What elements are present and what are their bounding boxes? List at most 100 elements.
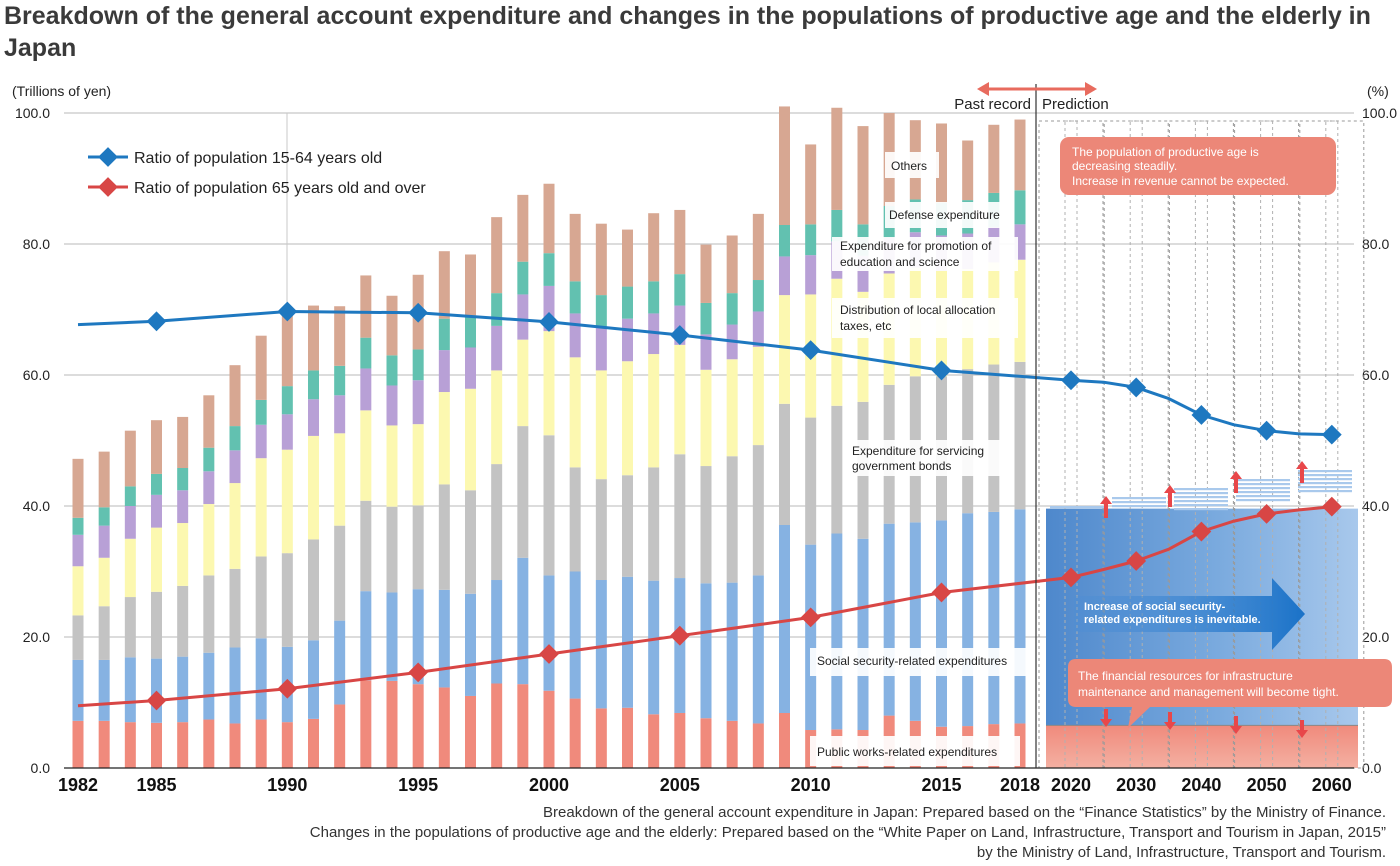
- down-arrow-icon: [1230, 726, 1242, 734]
- bar-education: [151, 494, 162, 528]
- elderly-marker: [800, 607, 821, 628]
- callout-bottom: The financial resources for infrastructu…: [1068, 659, 1392, 728]
- bar-social_security: [700, 583, 712, 719]
- bar-local_allocation: [124, 538, 136, 598]
- legend-elderly-marker: [98, 177, 118, 197]
- prediction-stripe: [1298, 478, 1352, 481]
- bar-social_security: [360, 591, 372, 681]
- bar-local_allocation: [491, 370, 503, 465]
- y-tick-right: 100.0: [1362, 105, 1397, 121]
- prediction-stripe: [1298, 490, 1352, 493]
- prediction-stripe: [1112, 501, 1166, 504]
- x-tick-label: 2018: [1000, 775, 1040, 795]
- bar-bonds: [622, 475, 633, 577]
- bar-local_allocation: [72, 566, 84, 616]
- bar-social_security: [491, 580, 503, 684]
- category-labels: Others Defense expenditure Expenditure for…: [810, 152, 1032, 766]
- bar-defense: [360, 337, 372, 369]
- bar-social_security: [752, 575, 764, 724]
- bar-social_security: [177, 656, 189, 723]
- bar-others: [177, 416, 189, 469]
- bar-others: [281, 312, 293, 387]
- elderly-marker: [1321, 496, 1342, 517]
- bar-public_works: [308, 718, 319, 769]
- bar-defense: [491, 293, 503, 326]
- bar-social_security: [779, 525, 790, 713]
- prediction-stripe: [1174, 500, 1228, 503]
- bar-social_security: [465, 593, 476, 696]
- bar-bonds: [465, 490, 476, 594]
- period-arrow: [977, 82, 1097, 96]
- bar-local_allocation: [543, 331, 555, 436]
- category-label-local_allocation: Distribution of local allocation: [840, 303, 995, 317]
- bar-bonds: [1014, 361, 1026, 510]
- source-note-1: Breakdown of the general account expendi…: [543, 804, 1386, 821]
- bar-public_works: [517, 684, 529, 768]
- prediction-stripe: [1112, 497, 1166, 500]
- bar-education: [229, 450, 241, 484]
- bar-bonds: [255, 556, 267, 639]
- bar-public_works: [229, 723, 241, 768]
- bar-bonds: [988, 364, 1000, 512]
- x-tick-label-prediction: 2020: [1051, 775, 1091, 795]
- callout-top-line1: The population of productive age is: [1072, 145, 1259, 159]
- category-label-social_security: Social security-related expenditures: [817, 654, 1007, 668]
- bar-social_security: [726, 582, 738, 721]
- y-tick-right: 40.0: [1362, 498, 1389, 514]
- prediction-stripe: [1298, 470, 1352, 473]
- bar-others: [622, 229, 633, 287]
- callout-bottom-line2: maintenance and management will become t…: [1078, 685, 1339, 699]
- prediction-year-column: [1325, 120, 1339, 769]
- callout-middle-line1: Increase of social security-: [1084, 601, 1226, 613]
- bar-others: [988, 124, 1000, 193]
- category-label-defense: Defense expenditure: [889, 208, 1000, 222]
- bar-education: [255, 424, 267, 459]
- category-label-bonds: government bonds: [852, 459, 951, 473]
- y-tick-left: 0.0: [31, 760, 51, 776]
- elderly-marker: [1256, 503, 1277, 524]
- bar-bonds: [491, 464, 503, 581]
- elderly-marker: [277, 678, 298, 699]
- prediction-year-column: [1129, 120, 1143, 769]
- bar-public_works: [543, 690, 555, 768]
- callout-bottom-box: [1068, 659, 1392, 728]
- bar-defense: [203, 447, 215, 472]
- y-tick-left: 60.0: [23, 367, 50, 383]
- bar-education: [1014, 224, 1026, 260]
- bar-education: [805, 255, 817, 295]
- bar-education: [700, 334, 712, 370]
- bar-local_allocation: [517, 339, 529, 427]
- bar-defense: [465, 315, 476, 348]
- prediction-stripe: [1174, 492, 1228, 495]
- down-arrow-stem: [1300, 720, 1304, 730]
- bar-defense: [386, 355, 398, 386]
- elderly-marker: [1061, 567, 1081, 588]
- working-age-marker: [408, 302, 429, 323]
- bar-social_security: [936, 520, 947, 727]
- bar-education: [177, 490, 189, 524]
- x-tick-label-prediction: 2030: [1116, 775, 1156, 795]
- bar-defense: [255, 399, 267, 425]
- bar-local_allocation: [465, 388, 476, 491]
- right-axis-unit: (%): [1367, 83, 1389, 99]
- up-arrow-icon: [1230, 471, 1242, 479]
- down-arrow-stem: [1104, 709, 1108, 719]
- bar-public_works: [465, 695, 476, 768]
- elderly-marker: [539, 644, 559, 664]
- bar-defense: [334, 365, 346, 396]
- prediction-stripe: [1174, 488, 1228, 491]
- source-note-2: Changes in the populations of productive…: [309, 824, 1386, 841]
- bar-others: [386, 295, 398, 356]
- bar-social_security: [412, 589, 424, 685]
- bar-social_security: [229, 647, 241, 724]
- bar-others: [203, 395, 215, 448]
- bar-bonds: [752, 445, 764, 576]
- bar-public_works: [491, 683, 503, 768]
- bar-others: [595, 223, 607, 296]
- down-arrow-stem: [1234, 716, 1238, 726]
- callout-top-line2: decreasing steadily.: [1072, 159, 1177, 173]
- x-tick-label: 2015: [921, 775, 961, 795]
- bar-others: [517, 194, 529, 262]
- bar-social_security: [805, 544, 817, 731]
- bar-others: [334, 306, 346, 366]
